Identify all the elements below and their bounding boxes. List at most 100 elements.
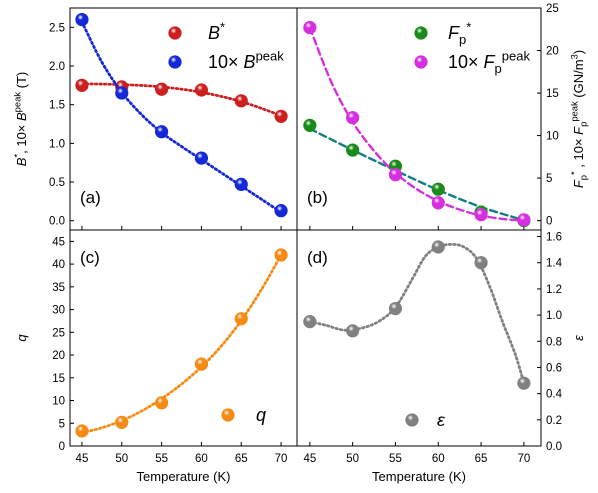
data-point [234,177,248,191]
fit-line [80,82,283,117]
series-1: ε [303,240,531,430]
y-tick-label: 1.6 [546,232,562,244]
y-axis-label: q [14,334,29,342]
y-tick-label: 0.4 [546,389,563,401]
y-tick-label: 15 [52,373,65,385]
panel-frame [296,7,542,231]
legend-label: q [256,405,266,425]
panel-a: 0.0 0.5 1.0 1.5 2.0 2.5 B*, 10× Bpeak (T) (a) B*… [12,7,298,231]
panel-tag: (b) [307,188,328,207]
y-tick-label: 1.0 [546,310,562,322]
y-axis-label-text: Fp* , 10× Fppeak (GN/m3) [569,50,589,188]
y-tick-label: 0.5 [49,177,65,189]
panel-tag: (c) [80,248,100,267]
y-tick-label: 0 [59,441,65,453]
y-tick-label: 0.0 [546,441,562,453]
y-axis-label-text: ε [571,335,586,341]
legend-marker [168,55,182,69]
data-point [234,312,248,326]
legend-label: ε [437,410,446,430]
data-point [388,301,403,316]
y-axis-label: Fp* , 10× Fppeak (GN/m3) [569,50,589,188]
y-tick-label: 25 [52,327,65,339]
panel-d: 45 50 55 60 65 70 0.0 0.2 0.4 0.6 0.8 1.0 1.2 1.4 1.6 T… [296,229,586,484]
data-point [274,109,288,123]
series-1: q [75,248,288,438]
data-point [303,118,317,132]
data-point [388,168,403,182]
y-tick-label: 45 [52,236,65,248]
x-tick-label: 55 [389,453,402,465]
data-point [75,424,89,438]
data-point [346,111,360,125]
data-point [346,324,360,338]
legend-marker [168,26,182,40]
data-point [75,13,89,27]
legend-marker [221,408,235,422]
legend-marker [414,26,428,40]
x-axis-label: Temperature (K) [137,469,231,484]
x-axis-label: Temperature (K) [372,469,466,484]
fit-line [80,20,283,214]
data-point [431,182,445,196]
data-point [75,78,89,92]
data-point [154,396,169,410]
data-point [303,20,317,35]
data-point [115,86,129,100]
legend-marker [405,413,419,427]
y-tick-label: 0.0 [49,216,65,228]
y-tick-label: 1.0 [49,138,65,150]
y-tick-label: 0.2 [546,415,562,427]
y-tick-label: 1.4 [546,258,563,270]
data-point [431,196,445,210]
x-tick-label: 60 [195,453,208,465]
data-point [517,213,531,227]
y-axis-label-text: q [14,334,29,342]
y-tick-label: 25 [546,3,559,15]
data-point [115,415,129,429]
panel-tag: (d) [307,248,328,267]
data-point [194,357,209,371]
panel-b: 0 5 10 15 20 25 Fp* , 10× Fppeak (GN/m3) (b) Fp*… [296,3,589,231]
y-tick-label: 30 [52,305,65,317]
fit-line [308,127,526,222]
y-tick-label: 15 [546,88,559,100]
x-tick-label: 70 [517,453,530,465]
y-axis-label: B*, 10× Bpeak (T) [12,72,29,166]
x-tick-label: 50 [115,453,128,465]
legend-label: B* [208,19,225,43]
data-point [517,376,531,390]
y-tick-label: 5 [59,418,65,430]
series-2: 10× Bpeak [75,13,288,218]
legend-label: 10× Fppeak [448,48,530,76]
fit-line [308,242,526,385]
y-tick-label: 2.0 [49,61,65,73]
series-2: 10× Fppeak [303,20,531,227]
y-tick-label: 20 [546,46,559,58]
y-tick-label: 10 [546,131,559,143]
legend-label: Fp* [448,19,471,47]
chart-layer: 0.0 0.5 1.0 1.5 2.0 2.5 B*, 10× Bpeak (T) (a) B*… [12,3,589,484]
data-point [274,248,288,262]
fit-line [308,26,526,222]
x-tick-label: 55 [155,453,168,465]
x-tick-label: 50 [346,453,359,465]
y-tick-label: 1.2 [546,284,562,296]
data-point [431,240,445,254]
y-tick-label: 35 [52,282,65,294]
data-point [154,125,169,139]
data-point [474,208,488,222]
data-point [303,315,317,329]
y-tick-label: 1.5 [49,100,65,112]
y-tick-label: 10 [52,396,65,408]
panel-frame [296,229,542,447]
y-tick-label: 20 [52,350,65,362]
series-1: Fp* [303,19,531,228]
y-tick-label: 5 [546,173,552,185]
x-tick-label: 65 [475,453,488,465]
legend-label: 10× Bpeak [208,48,284,72]
data-point [194,83,209,97]
y-axis-label-text: B*, 10× Bpeak (T) [12,72,29,166]
y-tick-label: 40 [52,259,65,271]
